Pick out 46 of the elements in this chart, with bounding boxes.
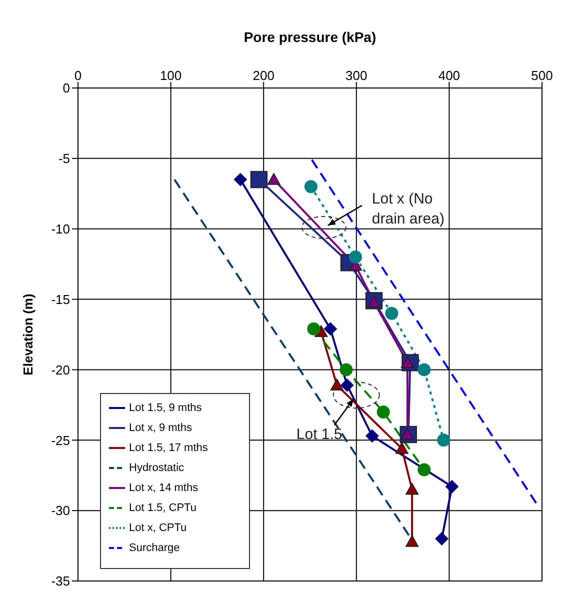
x-tick-label: 0 <box>74 68 82 83</box>
x-tick-label: 200 <box>252 68 274 83</box>
point <box>435 532 448 546</box>
x-tick-label: 300 <box>346 68 368 83</box>
y-tick-label: -15 <box>51 292 70 307</box>
x-tick-label: 100 <box>160 68 182 83</box>
point <box>304 180 318 194</box>
x-tick-label: 500 <box>531 68 553 83</box>
y-tick-label: 0 <box>62 80 70 96</box>
point <box>385 306 398 320</box>
legend-label: Lot x, CPTu <box>129 522 187 534</box>
legend-label: Lot x, 9 mths <box>129 422 192 434</box>
point <box>267 173 280 185</box>
legend-label: Hydrostatic <box>129 462 184 474</box>
y-tick-label: -35 <box>51 574 70 589</box>
legend-label: Lot x, 14 mths <box>129 482 198 494</box>
point <box>234 173 247 186</box>
point <box>340 378 354 392</box>
point <box>340 363 353 376</box>
y-tick-label: -10 <box>51 221 70 236</box>
point <box>418 463 431 476</box>
y-axis-title: Elevation (m) <box>20 294 36 376</box>
legend-label: Lot 1.5, CPTu <box>129 502 196 514</box>
point <box>376 405 390 418</box>
point <box>437 434 450 447</box>
point <box>406 482 419 495</box>
annotation: Lot 1.5 <box>296 426 342 444</box>
y-tick-label: -25 <box>51 432 70 448</box>
point <box>366 429 379 442</box>
annotation: Lot x (No drain area) <box>372 190 444 228</box>
point <box>418 363 431 376</box>
point <box>250 170 268 188</box>
legend-label: Lot 1.5, 9 mths <box>129 402 202 414</box>
y-tick-label: -5 <box>58 151 70 166</box>
x-tick-label: 400 <box>438 68 460 83</box>
legend-label: Lot 1.5, 17 mths <box>129 442 208 454</box>
point <box>330 378 344 391</box>
y-tick-label: -20 <box>51 362 70 378</box>
legend-label: Surcharge <box>129 542 180 554</box>
point <box>445 480 458 494</box>
x-axis-title: Pore pressure (kPa) <box>244 28 376 45</box>
point <box>395 442 408 454</box>
point <box>406 535 419 547</box>
y-tick-label: -30 <box>51 503 70 518</box>
point <box>307 322 320 336</box>
point <box>324 322 337 336</box>
